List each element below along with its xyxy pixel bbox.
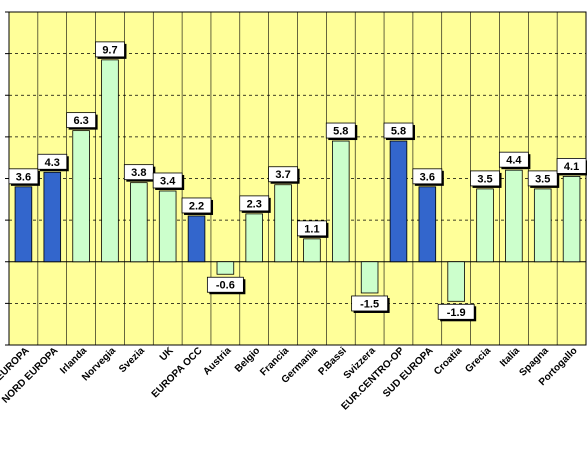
data-labels: 3.6 4.3 6.3 9.7 3.8 3.4 2.2 -0.6 2.3 3.7 1.1 5.8 -1.…	[8, 41, 587, 322]
data-label-box	[297, 220, 327, 237]
data-label: 3.6	[16, 171, 31, 183]
data-label-box	[383, 122, 414, 139]
bar	[360, 261, 379, 294]
data-label: 3.7	[275, 169, 290, 181]
data-label: -1.9	[447, 307, 466, 319]
x-tick-label: UK	[158, 345, 177, 364]
bar	[274, 184, 292, 263]
data-label-box	[351, 295, 389, 312]
data-label: 4.1	[564, 161, 579, 173]
bar	[476, 188, 494, 263]
data-label-box	[66, 112, 97, 129]
bar	[158, 190, 177, 263]
data-label: 4.3	[45, 157, 60, 169]
data-label: 4.4	[506, 155, 522, 167]
data-label-box	[325, 122, 356, 139]
data-label-box	[123, 164, 154, 181]
data-label: 5.8	[391, 126, 406, 138]
x-tick-label: SUD EUROPA	[381, 345, 435, 399]
bar	[130, 182, 148, 263]
x-tick-label: Svezia	[117, 345, 147, 375]
data-label: 9.7	[102, 44, 117, 56]
data-label: 3.6	[420, 171, 435, 183]
x-tick-label: Grecia	[463, 345, 493, 375]
bar	[187, 215, 206, 263]
data-label-box	[556, 158, 587, 174]
data-label: -1.5	[360, 298, 379, 310]
bar	[303, 238, 321, 263]
data-label: 3.4	[160, 175, 176, 187]
data-label: 1.1	[304, 223, 319, 235]
x-tick-label: EUROPA OCC	[150, 345, 205, 400]
data-label-box	[498, 151, 529, 168]
data-label-box	[37, 153, 68, 170]
data-label-box	[412, 168, 443, 185]
x-tick-label: Italia	[498, 345, 522, 369]
x-tick-label: Croatia	[432, 345, 464, 377]
bar	[389, 140, 408, 263]
data-label-box	[437, 303, 475, 320]
data-label: 6.3	[73, 115, 88, 127]
x-tick-label: Austria	[201, 345, 233, 377]
bar	[447, 261, 465, 302]
data-label-box	[8, 168, 39, 185]
data-label: 2.2	[189, 200, 204, 212]
bar	[14, 186, 33, 263]
data-label-box	[181, 197, 212, 214]
bar	[245, 213, 263, 263]
data-label-box	[470, 170, 500, 187]
data-label: 3.5	[477, 173, 492, 185]
data-label: 2.3	[247, 198, 262, 210]
data-label: 5.8	[333, 126, 348, 138]
data-label-box	[268, 166, 298, 183]
bar	[216, 261, 235, 275]
bar	[418, 186, 437, 263]
bar	[72, 130, 90, 263]
data-label-box	[527, 170, 558, 187]
bar	[533, 188, 552, 263]
data-label-box	[152, 172, 183, 189]
data-label-box	[95, 41, 125, 58]
bar	[101, 59, 119, 263]
bar	[332, 140, 350, 263]
data-label-box	[239, 195, 270, 212]
data-label: -0.6	[216, 280, 235, 292]
data-label: 3.5	[535, 173, 550, 185]
bar	[562, 176, 581, 263]
data-label-box	[206, 276, 244, 293]
bars	[14, 59, 581, 302]
bar	[505, 169, 523, 263]
bar	[43, 171, 62, 263]
data-label: 3.8	[131, 167, 146, 179]
